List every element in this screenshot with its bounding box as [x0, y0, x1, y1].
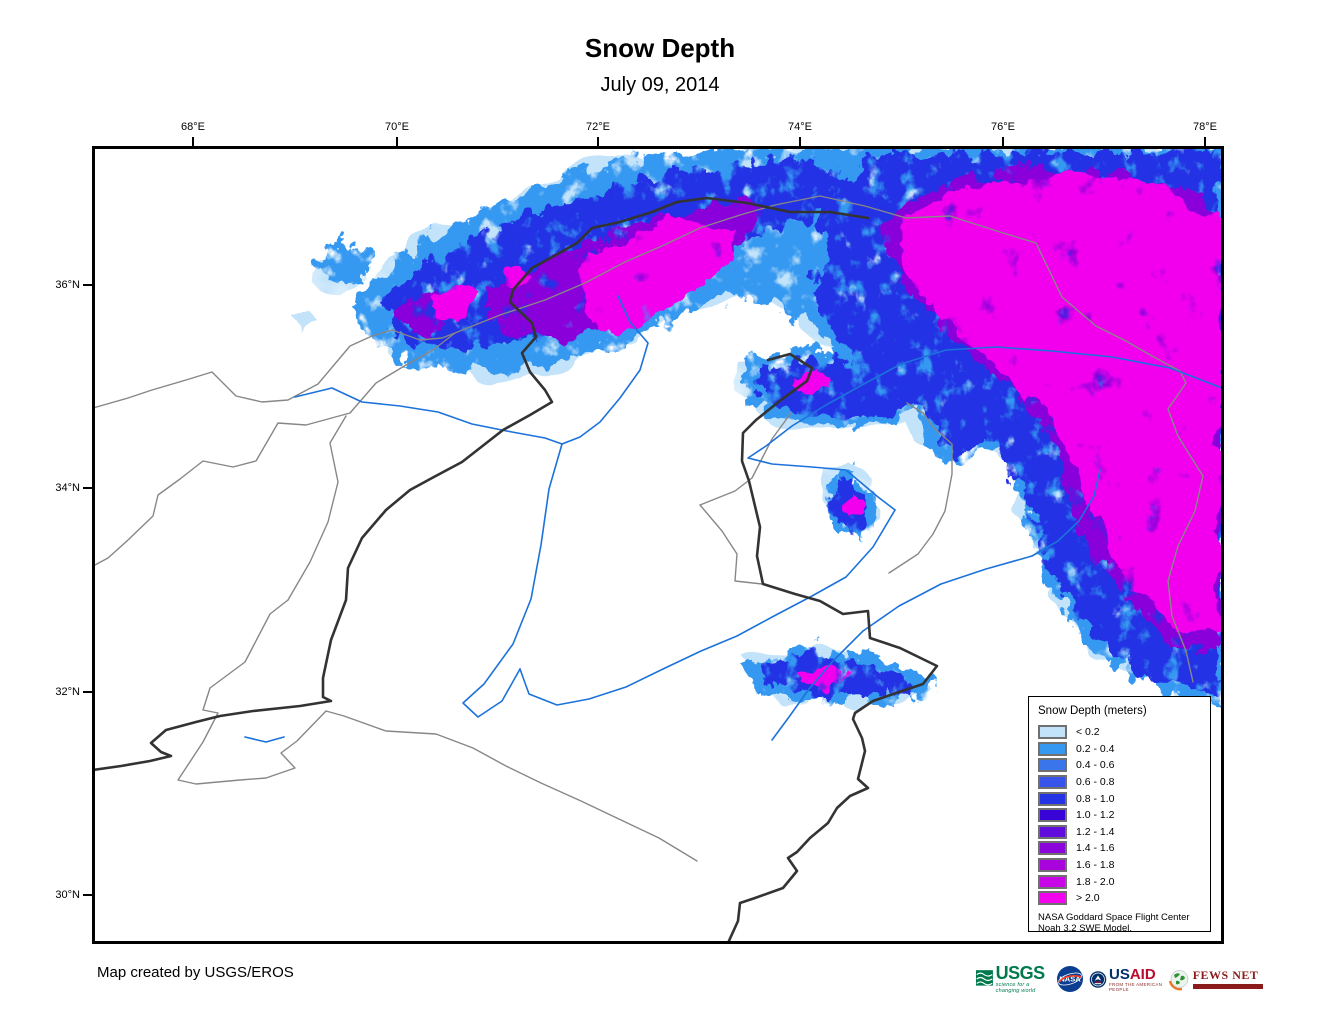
legend-title: Snow Depth (meters) [1038, 705, 1147, 717]
legend-row: 1.8 - 2.0 [1038, 873, 1201, 890]
usaid-us-text: US [1109, 965, 1130, 983]
lon-tick-label: 70°E [385, 121, 409, 133]
legend-label: 0.8 - 1.0 [1076, 792, 1115, 805]
legend-label: 1.8 - 2.0 [1076, 875, 1115, 888]
legend-label: 1.0 - 1.2 [1076, 809, 1115, 822]
legend-swatch [1038, 841, 1067, 856]
legend-swatch [1038, 891, 1067, 906]
legend-row: 1.6 - 1.8 [1038, 857, 1201, 874]
legend-swatch [1038, 775, 1067, 790]
usgs-wordmark: USGS [995, 963, 1046, 983]
basin-boundaries [95, 195, 1204, 862]
snow-layer-magenta [432, 174, 1220, 691]
legend-swatch [1038, 791, 1067, 806]
legend-row: 0.4 - 0.6 [1038, 757, 1201, 774]
legend-row: 0.6 - 0.8 [1038, 774, 1201, 791]
legend-row: < 0.2 [1038, 724, 1201, 741]
lon-tick-label: 78°E [1193, 121, 1217, 133]
legend-row: 1.4 - 1.6 [1038, 840, 1201, 857]
legend-source: NASA Goddard Space Flight Center Noah 3.… [1038, 912, 1201, 934]
usaid-aid-text: AID [1129, 965, 1156, 983]
legend-label: 1.4 - 1.6 [1076, 842, 1115, 855]
legend-row: 0.2 - 0.4 [1038, 741, 1201, 758]
legend-label: 0.2 - 0.4 [1076, 742, 1115, 755]
legend-label: < 0.2 [1076, 726, 1100, 739]
lon-tick-label: 68°E [181, 121, 205, 133]
usaid-seal-icon [1089, 970, 1107, 988]
usaid-logo: USAID FROM THE AMERICAN PEOPLE [1089, 967, 1163, 992]
map-frame [92, 146, 1224, 944]
legend-swatch [1038, 874, 1067, 889]
usaid-tagline: FROM THE AMERICAN PEOPLE [1109, 981, 1163, 992]
legend-label: 1.2 - 1.4 [1076, 825, 1115, 838]
lat-tick-label: 32°N [55, 686, 80, 698]
legend-label: 0.4 - 0.6 [1076, 759, 1115, 772]
map-date: July 09, 2014 [600, 74, 720, 96]
lon-tick-label: 72°E [586, 121, 610, 133]
page-title: Snow Depth [584, 33, 736, 63]
usgs-logo: USGS science for a changing world [976, 964, 1051, 994]
legend-swatch [1038, 725, 1067, 740]
legend-source-line2: Noah 3.2 SWE Model. [1038, 922, 1132, 934]
fewsnet-globe-icon [1168, 969, 1188, 990]
usaid-wordmark: USAID [1109, 967, 1163, 982]
legend-swatch [1038, 741, 1067, 756]
legend-row: 0.8 - 1.0 [1038, 790, 1201, 807]
nasa-meatball-icon: NASA [1057, 966, 1084, 992]
legend-label: > 2.0 [1076, 892, 1100, 905]
country-borders [95, 196, 939, 941]
legend-label: 0.6 - 0.8 [1076, 776, 1115, 789]
legend-row: > 2.0 [1038, 890, 1201, 907]
river-lines [244, 295, 1221, 743]
partner-logos: USGS science for a changing world NASA U… [976, 956, 1263, 1002]
lat-ticks [83, 284, 93, 896]
svg-text:NASA: NASA [1059, 975, 1081, 984]
legend-box: Snow Depth (meters) < 0.2 0.2 - 0.4 0.4 … [1028, 696, 1211, 934]
usgs-tagline: science for a changing world [995, 982, 1036, 994]
fewsnet-banner [1192, 983, 1263, 989]
lat-tick-label: 34°N [55, 482, 80, 494]
lon-ticks [192, 137, 1206, 147]
lat-tick-label: 36°N [55, 279, 80, 291]
legend-source-line1: NASA Goddard Space Flight Center [1038, 911, 1190, 923]
lat-tick-label: 30°N [55, 889, 80, 901]
legend-row: 1.0 - 1.2 [1038, 807, 1201, 824]
lon-tick-label: 74°E [788, 121, 812, 133]
legend-label: 1.6 - 1.8 [1076, 859, 1115, 872]
legend-swatch [1038, 758, 1067, 773]
legend-swatch [1038, 858, 1067, 873]
map-credit: Map created by USGS/EROS [97, 964, 294, 981]
usgs-flag-icon [976, 970, 993, 986]
legend-swatch [1038, 824, 1067, 839]
snow-raster [290, 149, 1221, 705]
nasa-logo: NASA [1056, 965, 1084, 993]
fewsnet-logo: FEWS NET [1168, 968, 1263, 991]
fewsnet-wordmark: FEWS NET [1192, 968, 1259, 983]
legend-swatch [1038, 808, 1067, 823]
legend-row: 1.2 - 1.4 [1038, 824, 1201, 841]
lon-tick-label: 76°E [991, 121, 1015, 133]
